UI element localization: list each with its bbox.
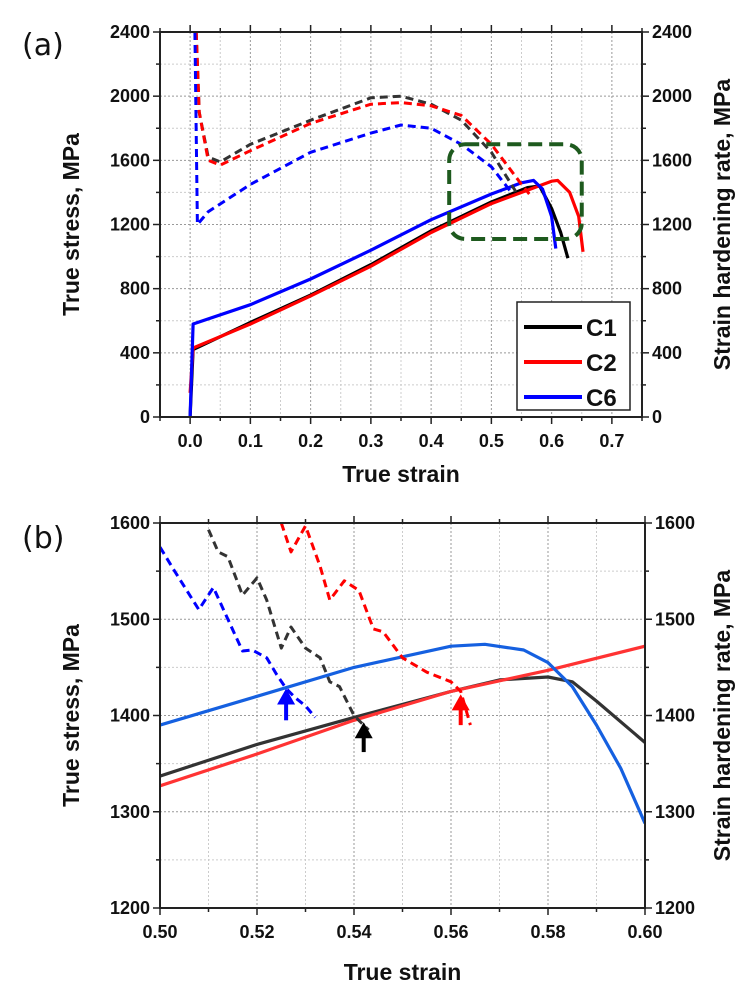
y-tick-label: 1300 <box>110 802 150 822</box>
arrow-C2-head <box>451 694 470 711</box>
legend-box <box>516 301 631 411</box>
series-C2-strain-hardening-rate <box>279 523 472 726</box>
legend-label-C2: C2 <box>586 350 617 377</box>
x-tick-label: 0.0 <box>178 431 203 451</box>
legend-label-C6: C6 <box>586 385 617 412</box>
y2-tick-label: 1600 <box>652 150 692 170</box>
series-C6-true-stress <box>188 178 558 417</box>
x-tick-label: 0.3 <box>358 431 383 451</box>
arrow-C6-head <box>277 688 296 705</box>
y2-tick-label: 400 <box>652 343 682 363</box>
y-tick-label: 400 <box>120 343 150 363</box>
legend-label-C1: C1 <box>586 315 617 342</box>
y-tick-label: 0 <box>140 407 150 427</box>
y-tick-label: 2400 <box>110 22 150 42</box>
y2-tick-label: 1200 <box>652 215 692 235</box>
y-axis-title: True stress, MPa <box>58 624 84 807</box>
y-axis-title: True stress, MPa <box>58 133 84 316</box>
x-tick-label: 0.7 <box>599 431 624 451</box>
series-C6-strain-hardening-rate <box>160 546 317 719</box>
x-axis-title: True strain <box>344 959 462 985</box>
plot-frame <box>159 31 643 418</box>
y-tick-label: 1600 <box>110 513 150 533</box>
x-axis-title: True strain <box>342 461 460 487</box>
chart-panel-b: 0.50 0.52 0.54 0.56 0.58 0.60 1200 1200 1300 1300… <box>22 513 735 985</box>
x-tick-label: 0.1 <box>238 431 263 451</box>
y2-axis-title: Strain hardening rate, MPa <box>709 79 735 371</box>
series-C6-strain-hardening-rate <box>193 32 513 226</box>
series-C2-true-stress <box>188 178 585 394</box>
y2-tick-label: 1600 <box>655 513 695 533</box>
y2-tick-label: 1500 <box>655 609 695 629</box>
series-C2-true-stress <box>160 644 645 788</box>
x-tick-label: 0.5 <box>479 431 504 451</box>
series-C1-strain-hardening-rate <box>194 32 519 195</box>
series-C1-true-stress <box>188 184 570 417</box>
x-tick-label: 0.50 <box>142 922 177 942</box>
panel-label: (a) <box>22 28 64 63</box>
x-tick-label: 0.6 <box>539 431 564 451</box>
y-tick-label: 1600 <box>110 150 150 170</box>
zoom-region-box <box>447 142 584 241</box>
y-tick-label: 2000 <box>110 86 150 106</box>
plot-frame <box>159 522 646 909</box>
y2-tick-label: 2000 <box>652 86 692 106</box>
y-tick-label: 800 <box>120 279 150 299</box>
x-tick-label: 0.60 <box>627 922 662 942</box>
y2-axis-title: Strain hardening rate, MPa <box>709 570 735 862</box>
x-tick-label: 0.4 <box>419 431 444 451</box>
x-tick-label: 0.2 <box>298 431 323 451</box>
arrow-C1-head <box>354 722 373 739</box>
y-tick-label: 1500 <box>110 609 150 629</box>
x-tick-label: 0.56 <box>433 922 468 942</box>
y2-tick-label: 0 <box>652 407 662 427</box>
y-tick-label: 1400 <box>110 706 150 726</box>
series-C6-true-stress <box>160 642 645 824</box>
y2-tick-label: 800 <box>652 279 682 299</box>
y-tick-label: 1200 <box>110 215 150 235</box>
x-tick-label: 0.54 <box>336 922 371 942</box>
x-tick-label: 0.52 <box>239 922 274 942</box>
y-tick-label: 1200 <box>110 898 150 918</box>
panel-label: (b) <box>22 521 64 556</box>
y2-tick-label: 2400 <box>652 22 692 42</box>
series-C2-strain-hardening-rate <box>194 32 531 195</box>
y2-tick-label: 1400 <box>655 706 695 726</box>
legend: C1 C2 C6 <box>516 301 631 412</box>
series-C1-strain-hardening-rate <box>207 529 370 731</box>
x-tick-label: 0.58 <box>530 922 565 942</box>
chart-panel-a: 0.0 0.1 0.2 0.3 0.4 0.5 0.6 0.7 0 0 400 400 800 800 12… <box>22 22 735 487</box>
y2-tick-label: 1300 <box>655 802 695 822</box>
y2-tick-label: 1200 <box>655 898 695 918</box>
